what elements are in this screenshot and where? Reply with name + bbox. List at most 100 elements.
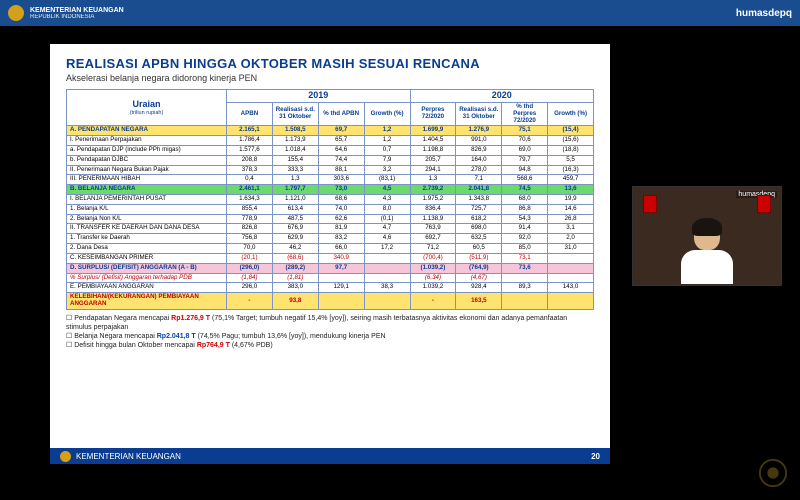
cell: 66,0	[318, 244, 364, 254]
table-row: b. Pendapatan DJBC208,8155,474,47,9205,7…	[67, 155, 594, 165]
table-row: D. SURPLUS/ (DEFISIT) ANGGARAN (A - B)(2…	[67, 263, 594, 273]
col-uraian: Uraian (triliun rupiah)	[67, 90, 227, 126]
cell: 1,2	[364, 136, 410, 146]
cell: 74,0	[318, 204, 364, 214]
ministry-logo-icon	[8, 5, 24, 21]
cell: 89,3	[502, 283, 548, 293]
row-label: a. Pendapatan DJP (include PPh migas)	[67, 145, 227, 155]
cell: 4,3	[364, 195, 410, 205]
cell: (700,4)	[410, 253, 456, 263]
subcol: APBN	[227, 102, 273, 125]
cell: 4,5	[364, 185, 410, 195]
cell: 7,1	[456, 175, 502, 185]
cell: 79,7	[502, 155, 548, 165]
cell: 60,5	[456, 244, 502, 254]
cell: 333,3	[272, 165, 318, 175]
cell: (6,34)	[410, 273, 456, 283]
cell: 3,1	[548, 224, 594, 234]
cell	[318, 273, 364, 283]
note-item: Belanja Negara mencapai Rp2.041,8 T (74,…	[66, 332, 594, 341]
cell: 94,8	[502, 165, 548, 175]
presenter-webcam: humasdepq	[632, 186, 782, 286]
cell: 2.165,1	[227, 126, 273, 136]
cell: 296,0	[227, 283, 273, 293]
cell: 81,9	[318, 224, 364, 234]
cell: 459,7	[548, 175, 594, 185]
cell: (15,6)	[548, 136, 594, 146]
cell: 0,7	[364, 145, 410, 155]
col-uraian-note: (triliun rupiah)	[69, 110, 224, 116]
cell: 1,3	[410, 175, 456, 185]
cell	[318, 293, 364, 310]
cell: 68,0	[502, 195, 548, 205]
cell: 1.173,9	[272, 136, 318, 146]
cell: 1.797,7	[272, 185, 318, 195]
cell: 991,0	[456, 136, 502, 146]
cell: 13,6	[548, 185, 594, 195]
cell: 14,6	[548, 204, 594, 214]
cell: 4,7	[364, 224, 410, 234]
row-label: A. PENDAPATAN NEGARA	[67, 126, 227, 136]
cell: 1.138,9	[410, 214, 456, 224]
cell: 205,7	[410, 155, 456, 165]
row-label: B. BELANJA NEGARA	[67, 185, 227, 195]
cell: 1.577,6	[227, 145, 273, 155]
subcol: Realisasi s.d. 31 Oktober	[272, 102, 318, 125]
cell	[548, 253, 594, 263]
cell: -	[227, 293, 273, 310]
cell: 19,9	[548, 195, 594, 205]
flag-backdrop	[633, 195, 781, 219]
channel-label: humasdepq	[736, 8, 792, 19]
footer-logo-icon	[60, 451, 71, 462]
slide-title: REALISASI APBN HINGGA OKTOBER MASIH SESU…	[66, 56, 594, 71]
subcol: Perpres 72/2020	[410, 102, 456, 125]
cell: 2,0	[548, 234, 594, 244]
cell: 70,6	[502, 136, 548, 146]
cell: (296,0)	[227, 263, 273, 273]
cell: 155,4	[272, 155, 318, 165]
presentation-slide: REALISASI APBN HINGGA OKTOBER MASIH SESU…	[50, 44, 610, 464]
flag-icon	[643, 195, 657, 213]
cell: 676,9	[272, 224, 318, 234]
cell: 91,4	[502, 224, 548, 234]
cell: 2.461,1	[227, 185, 273, 195]
cell: 97,7	[318, 263, 364, 273]
slide-subtitle: Akselerasi belanja negara didorong kiner…	[66, 73, 594, 83]
cell: 1.786,4	[227, 136, 273, 146]
subcol: % thd APBN	[318, 102, 364, 125]
cell: (83,1)	[364, 175, 410, 185]
subcol: Realisasi s.d. 31 Oktober	[456, 102, 502, 125]
table-row: I. BELANJA PEMERINTAH PUSAT1.634,31.121,…	[67, 195, 594, 205]
ministry-title: KEMENTERIAN KEUANGAN REPUBLIK INDONESIA	[30, 7, 124, 20]
table-row: B. BELANJA NEGARA2.461,11.797,773,04,52.…	[67, 185, 594, 195]
cell: 88,1	[318, 165, 364, 175]
cell: 568,6	[502, 175, 548, 185]
cell: 303,6	[318, 175, 364, 185]
row-label: E. PEMBIAYAAN ANGGARAN	[67, 283, 227, 293]
cell: 73,0	[318, 185, 364, 195]
row-label: I. Penerimaan Perpajakan	[67, 136, 227, 146]
cell: 613,4	[272, 204, 318, 214]
cell: -	[410, 293, 456, 310]
row-label: II. Penerimaan Negara Bukan Pajak	[67, 165, 227, 175]
cell: 75,1	[502, 126, 548, 136]
cell: 629,9	[272, 234, 318, 244]
row-label: III. PENERIMAAN HIBAH	[67, 175, 227, 185]
cell: 756,8	[227, 234, 273, 244]
cell: 17,2	[364, 244, 410, 254]
cell: 208,8	[227, 155, 273, 165]
cell: 85,0	[502, 244, 548, 254]
cell: 294,1	[410, 165, 456, 175]
cell: (289,2)	[272, 263, 318, 273]
cell: 778,9	[227, 214, 273, 224]
row-label: 2. Belanja Non K/L	[67, 214, 227, 224]
table-row: II. TRANSFER KE DAERAH DAN DANA DESA826,…	[67, 224, 594, 234]
cell: 1.975,2	[410, 195, 456, 205]
table-row: I. Penerimaan Perpajakan1.786,41.173,965…	[67, 136, 594, 146]
cell: 1.508,5	[272, 126, 318, 136]
table-row: KELEBIHAN/(KEKURANGAN) PEMBIAYAAN ANGGAR…	[67, 293, 594, 310]
table-row: 1. Belanja K/L855,4613,474,08,0836,4725,…	[67, 204, 594, 214]
cell: 1.018,4	[272, 145, 318, 155]
row-label: 1. Belanja K/L	[67, 204, 227, 214]
cell: 31,0	[548, 244, 594, 254]
